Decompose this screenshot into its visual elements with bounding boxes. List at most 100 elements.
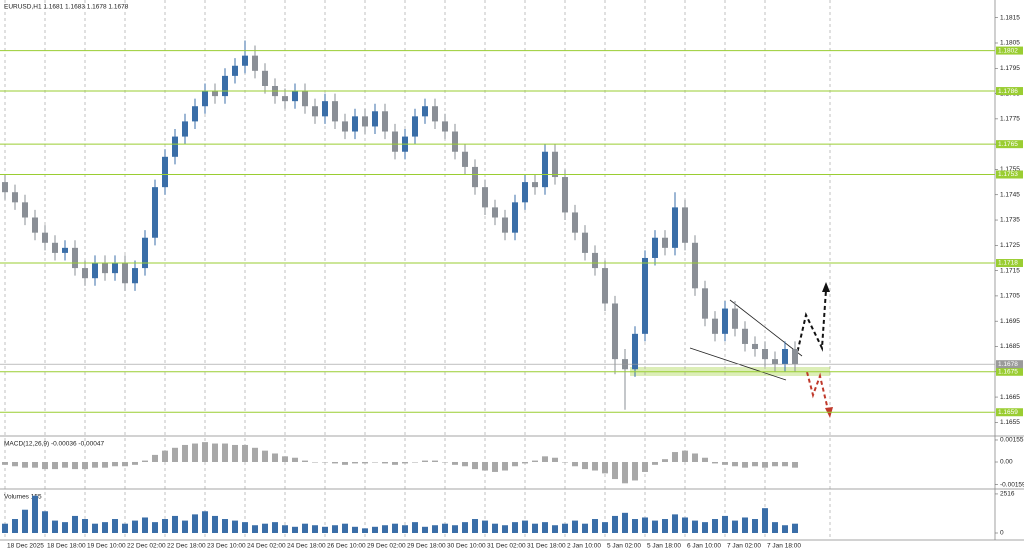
bar: [202, 442, 208, 463]
bar: [2, 462, 8, 465]
y-tick-label: 1.1745: [1000, 191, 1020, 198]
x-tick-label: 7 Jan 18:00: [767, 543, 801, 550]
level-label-box: [996, 367, 1023, 376]
bar: [232, 444, 238, 463]
x-tick-label: 19 Dec 10:00: [87, 543, 126, 550]
candle-body: [342, 121, 348, 132]
bar: [82, 462, 88, 470]
bar: [522, 520, 528, 533]
bar: [22, 462, 28, 468]
bar: [712, 519, 718, 533]
candle-body: [612, 303, 618, 360]
candle-body: [282, 96, 288, 102]
candle-body: [112, 263, 118, 274]
bar: [282, 456, 288, 463]
candle-body: [62, 247, 68, 253]
bar: [342, 462, 348, 465]
bar: [662, 459, 668, 463]
bar: [62, 462, 68, 468]
candle-body: [702, 288, 708, 319]
bar: [162, 450, 168, 463]
bar: [732, 462, 738, 467]
x-tick-label: 5 Jan 02:00: [607, 543, 641, 550]
bar: [402, 525, 408, 533]
bar: [272, 453, 278, 463]
candle-body: [492, 207, 498, 218]
candle-body: [102, 263, 108, 274]
candle-body: [462, 151, 468, 167]
candle-body: [582, 232, 588, 253]
candle-body: [602, 268, 608, 304]
candle-body: [382, 111, 388, 132]
bar: [772, 522, 778, 533]
candle-body: [262, 70, 268, 86]
x-tick-label: 29 Dec 02:00: [367, 543, 406, 550]
bar: [382, 525, 388, 533]
candle-body: [772, 359, 778, 365]
bar: [352, 526, 358, 533]
bar: [482, 520, 488, 533]
bar: [82, 519, 88, 533]
bar: [622, 512, 628, 533]
bar: [752, 519, 758, 533]
level-label: 1.1753: [998, 171, 1018, 178]
bar: [442, 523, 448, 533]
candle-body: [72, 247, 78, 269]
bar: [92, 523, 98, 533]
panel-title: MACD(12,26,9) -0.00036 -0.00047: [4, 441, 104, 448]
candle-body: [42, 232, 48, 243]
level-label: 1.1718: [998, 260, 1018, 267]
bar: [782, 525, 788, 533]
bar: [662, 519, 668, 533]
bar: [792, 462, 798, 468]
bar: [32, 462, 38, 468]
bar: [462, 522, 468, 533]
bar: [92, 462, 98, 468]
level-label-box: [996, 170, 1023, 179]
y-tick-label: 1.1685: [1000, 343, 1020, 350]
candle-body: [532, 182, 538, 188]
y-tick-label: 1.1755: [1000, 166, 1020, 173]
bar: [32, 495, 38, 533]
bar: [732, 520, 738, 533]
candle-body: [312, 106, 318, 117]
candle-body: [152, 187, 158, 238]
bar: [422, 526, 428, 533]
candle-body: [302, 91, 308, 107]
bar: [282, 525, 288, 533]
bar: [502, 525, 508, 533]
candle-body: [792, 349, 798, 365]
bar: [432, 525, 438, 533]
x-tick-label: 24 Dec 02:00: [247, 543, 286, 550]
candle-body: [782, 349, 788, 365]
candle-body: [392, 131, 398, 152]
candle-body: [522, 182, 528, 203]
bar: [132, 462, 138, 465]
candle-body: [22, 202, 28, 218]
candle-body: [712, 318, 718, 334]
bar: [592, 462, 598, 471]
bar: [692, 520, 698, 533]
bar: [242, 522, 248, 533]
bar: [302, 460, 308, 463]
bar: [682, 517, 688, 533]
bar: [52, 462, 58, 470]
candle-body: [442, 121, 448, 132]
bar: [42, 462, 48, 470]
level-label: 1.1765: [998, 141, 1018, 148]
x-tick-label: 29 Dec 18:00: [407, 543, 446, 550]
candle-body: [32, 217, 38, 233]
panel-title: EURUSD,H1 1.1681 1.1683 1.1678 1.1678: [4, 4, 129, 11]
bar: [452, 525, 458, 533]
bar: [432, 460, 438, 463]
bar: [122, 523, 128, 533]
bar: [2, 523, 8, 533]
level-label-box: [996, 259, 1023, 268]
bar: [312, 462, 318, 463]
bar: [572, 462, 578, 467]
bar: [622, 462, 628, 484]
bar: [12, 519, 18, 533]
bar: [492, 462, 498, 472]
candle-body: [182, 121, 188, 137]
